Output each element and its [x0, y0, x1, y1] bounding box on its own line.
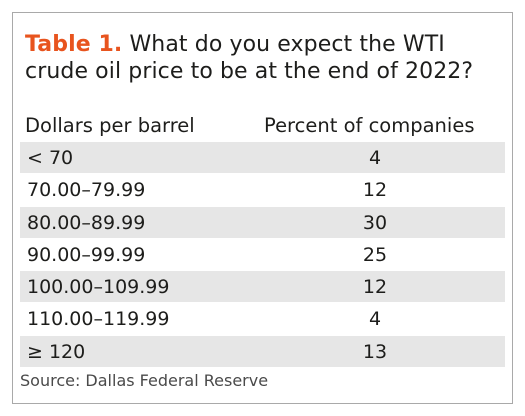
percent-cell: 4 [368, 147, 382, 169]
table-row: 110.00–119.99 4 [20, 303, 505, 336]
percent-cell: 25 [362, 243, 388, 266]
table-number: Table 1. [25, 32, 123, 57]
price-range-cell: 100.00–109.99 [27, 276, 170, 299]
column-header-dollars: Dollars per barrel [25, 114, 195, 137]
table-body: < 70 4 70.00–79.99 12 80.00–89.99 30 90.00–99.… [20, 142, 505, 369]
price-range-cell: 90.00–99.99 [27, 243, 146, 266]
table-row: 100.00–109.99 12 [20, 271, 505, 304]
price-range-cell: 70.00–79.99 [27, 179, 146, 202]
column-header-percent: Percent of companies [264, 114, 475, 137]
percent-cell: 13 [362, 340, 388, 363]
percent-cell: 12 [362, 276, 388, 299]
table-title: Table 1. What do you expect the WTI crud… [25, 31, 495, 85]
source-note: Source: Dallas Federal Reserve [20, 371, 269, 390]
percent-cell: 30 [362, 211, 388, 234]
table-row: 70.00–79.99 12 [20, 174, 505, 207]
percent-cell: 12 [362, 179, 388, 202]
table-row: < 70 4 [20, 142, 505, 175]
price-range-cell: ≥ 120 [27, 340, 86, 363]
table-row: 90.00–99.99 25 [20, 239, 505, 272]
table-row: 80.00–89.99 30 [20, 206, 505, 239]
table-question: What do you expect the WTI crude oil pri… [25, 32, 474, 84]
price-range-cell: 110.00–119.99 [27, 308, 170, 331]
table-row: ≥ 120 13 [20, 335, 505, 369]
percent-cell: 4 [368, 308, 382, 331]
price-range-cell: 80.00–89.99 [27, 211, 146, 234]
price-range-cell: < 70 [27, 147, 74, 169]
